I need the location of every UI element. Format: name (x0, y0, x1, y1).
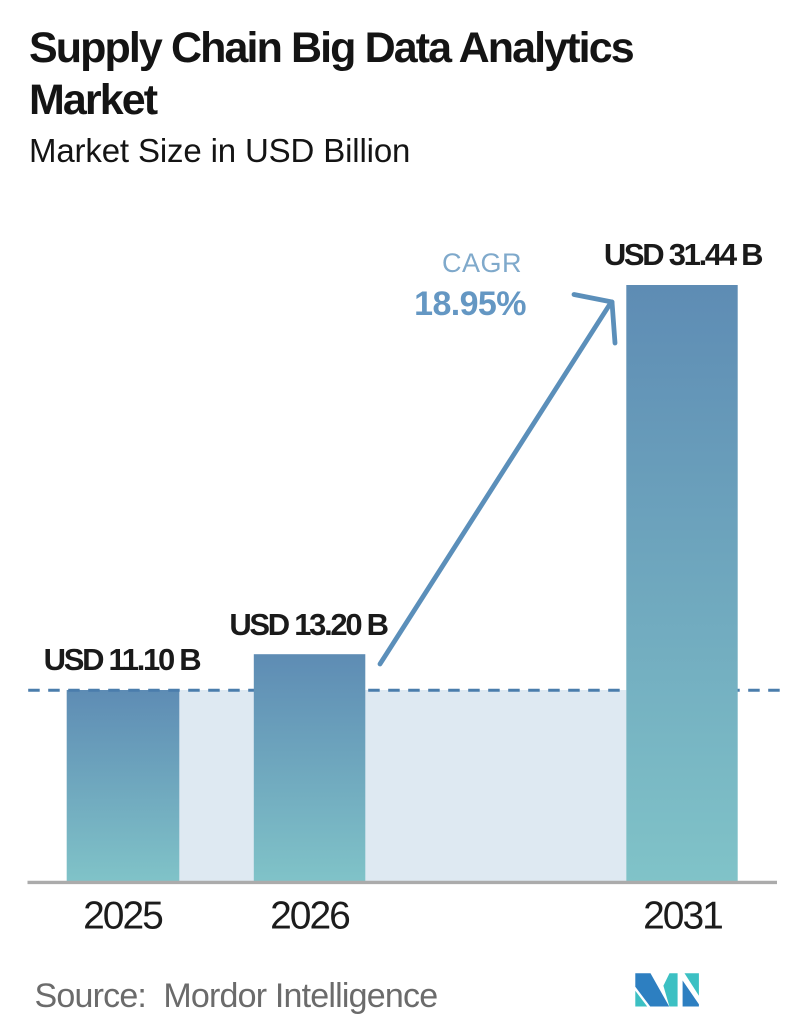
svg-text:18.95%: 18.95% (414, 285, 526, 323)
svg-text:CAGR: CAGR (442, 248, 522, 278)
svg-text:2026: 2026 (270, 895, 349, 938)
svg-text:Market Size in USD Billion: Market Size in USD Billion (29, 132, 410, 169)
svg-text:Market: Market (29, 76, 158, 124)
svg-text:USD 11.10 B: USD 11.10 B (44, 642, 201, 677)
svg-text:USD 13.20 B: USD 13.20 B (229, 607, 387, 642)
svg-text:Source: Mordor Intelligence: Source: Mordor Intelligence (35, 977, 438, 1015)
svg-text:2031: 2031 (643, 895, 722, 938)
svg-text:Supply Chain Big Data Analytic: Supply Chain Big Data Analytics (29, 24, 634, 72)
svg-text:USD 31.44 B: USD 31.44 B (604, 237, 762, 272)
svg-text:2025: 2025 (83, 895, 163, 938)
